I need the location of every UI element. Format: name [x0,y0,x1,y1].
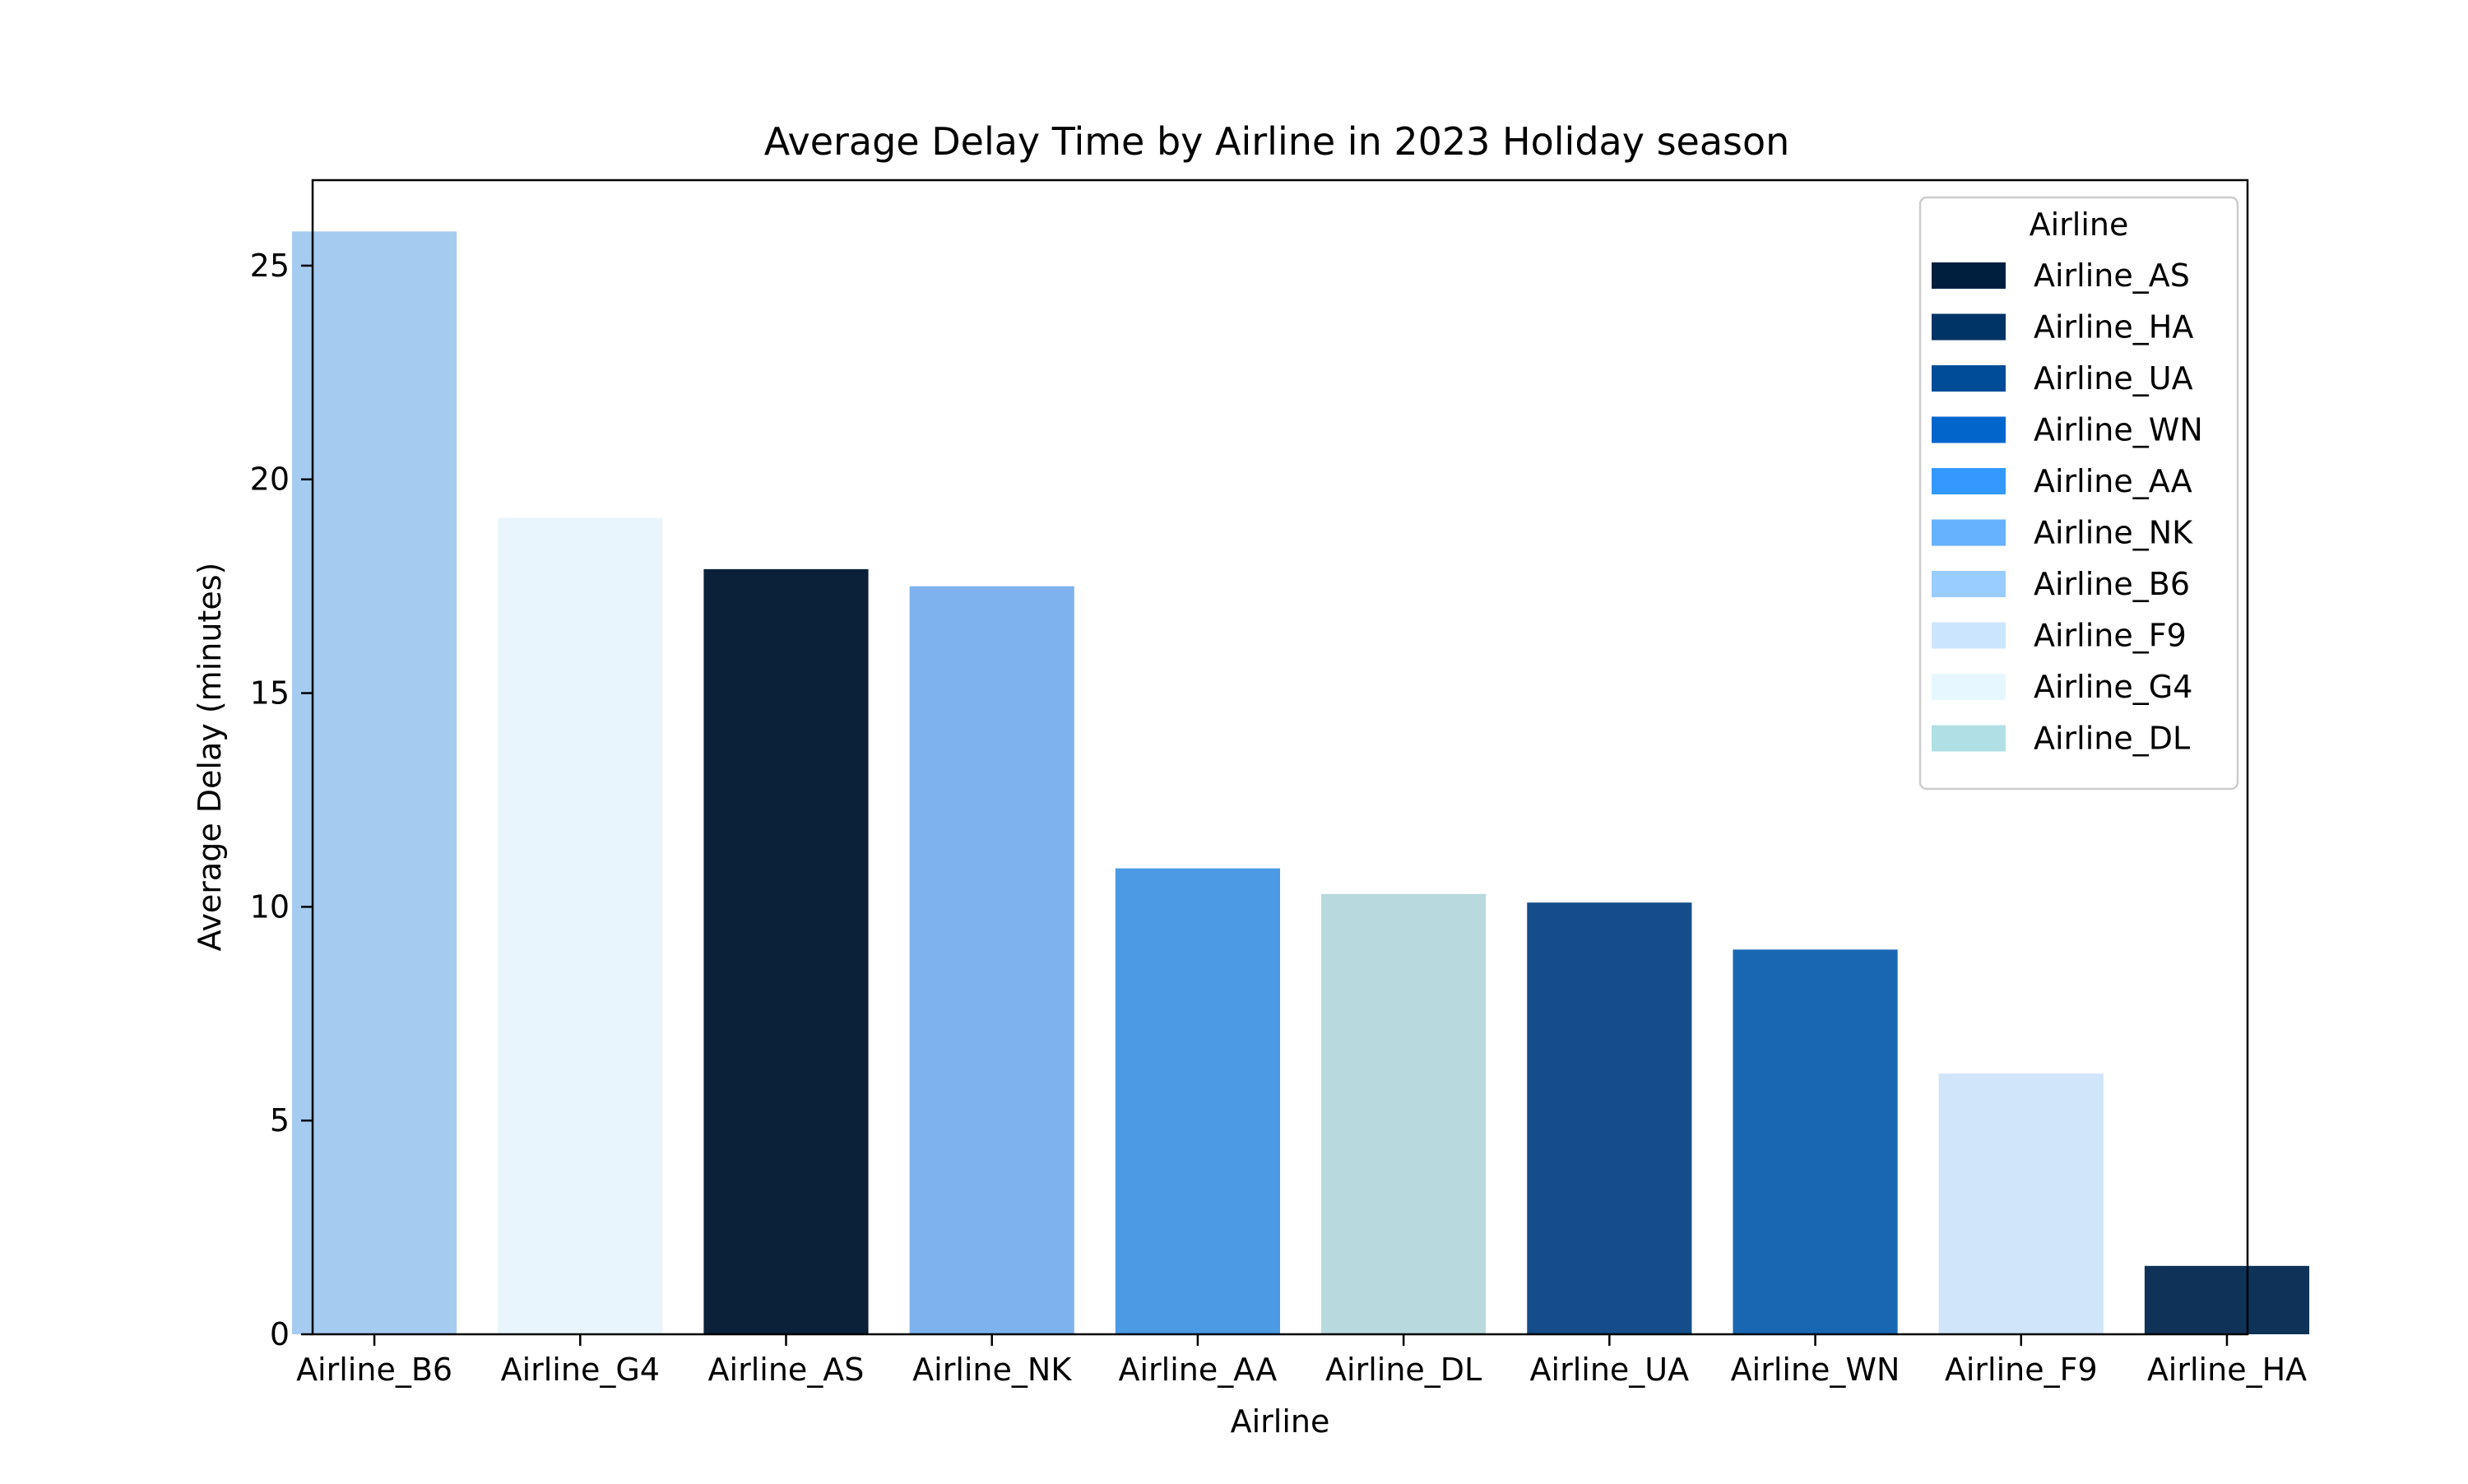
legend-swatch [1932,725,2006,752]
y-tick-label: 5 [270,1102,290,1139]
y-tick-label: 0 [270,1316,290,1352]
legend: Airline Airline_AS Airline_HA Airline_UA Air… [1918,196,2239,791]
x-axis-label: Airline [1231,1403,1330,1440]
x-axis: Airline_B6 Airline_G4 Airline_AS Airline_NK… [296,1334,2307,1388]
legend-label: Airline_UA [2034,360,2193,397]
bar-airline-ha [2144,1265,2310,1334]
x-tick-label: Airline_DL [1325,1352,1482,1388]
x-tick-label: Airline_WN [1731,1352,1900,1388]
legend-swatch [1932,519,2006,546]
y-tick-label: 15 [250,675,290,712]
legend-swatch [1932,674,2006,700]
legend-swatch [1932,622,2006,649]
x-tick-label: Airline_UA [1530,1352,1690,1388]
x-tick-label: Airline_G4 [501,1352,660,1388]
legend-swatch [1932,468,2006,494]
legend-swatch [1932,416,2006,443]
bar-airline-ua [1527,902,1692,1334]
legend-swatch [1932,262,2006,289]
y-tick-label: 25 [250,248,290,284]
x-tick-label: Airline_NK [912,1352,1072,1388]
bar-airline-aa [1115,868,1280,1334]
bar-airline-b6 [291,231,457,1334]
x-tick-label: Airline_F9 [1945,1352,2098,1388]
bar-airline-as [703,568,869,1334]
legend-title: Airline [2030,206,2129,243]
x-tick-label: Airline_AS [708,1352,865,1388]
legend-label: Airline_NK [2034,515,2193,551]
x-tick-label: Airline_AA [1119,1352,1278,1388]
y-axis-label: Average Delay (minutes) [192,563,228,952]
legend-swatch [1932,313,2006,341]
chart-title: Average Delay Time by Airline in 2023 Ho… [764,119,1790,164]
legend-label: Airline_WN [2034,412,2203,448]
bars-group [291,231,2310,1334]
bar-airline-wn [1733,949,1898,1334]
y-axis: 0 5 10 15 20 25 [250,248,313,1352]
bar-airline-dl [1321,893,1487,1334]
x-tick-label: Airline_B6 [296,1352,452,1388]
bar-airline-g4 [498,517,663,1334]
plot-frame [311,179,2249,1336]
legend-swatch [1932,571,2006,597]
legend-label: Airline_F9 [2034,618,2187,654]
y-tick-label: 10 [250,888,290,925]
bar-airline-f9 [1938,1074,2104,1334]
legend-label: Airline_DL [2034,721,2190,757]
legend-label: Airline_G4 [2034,669,2192,705]
legend-label: Airline_B6 [2034,566,2190,602]
legend-label: Airline_HA [2034,309,2193,345]
legend-label: Airline_AA [2034,463,2192,499]
y-tick-label: 20 [250,461,290,498]
bar-airline-nk [909,586,1074,1334]
legend-label: Airline_AS [2034,257,2190,294]
x-tick-label: Airline_HA [2147,1352,2307,1388]
legend-swatch [1932,365,2006,392]
